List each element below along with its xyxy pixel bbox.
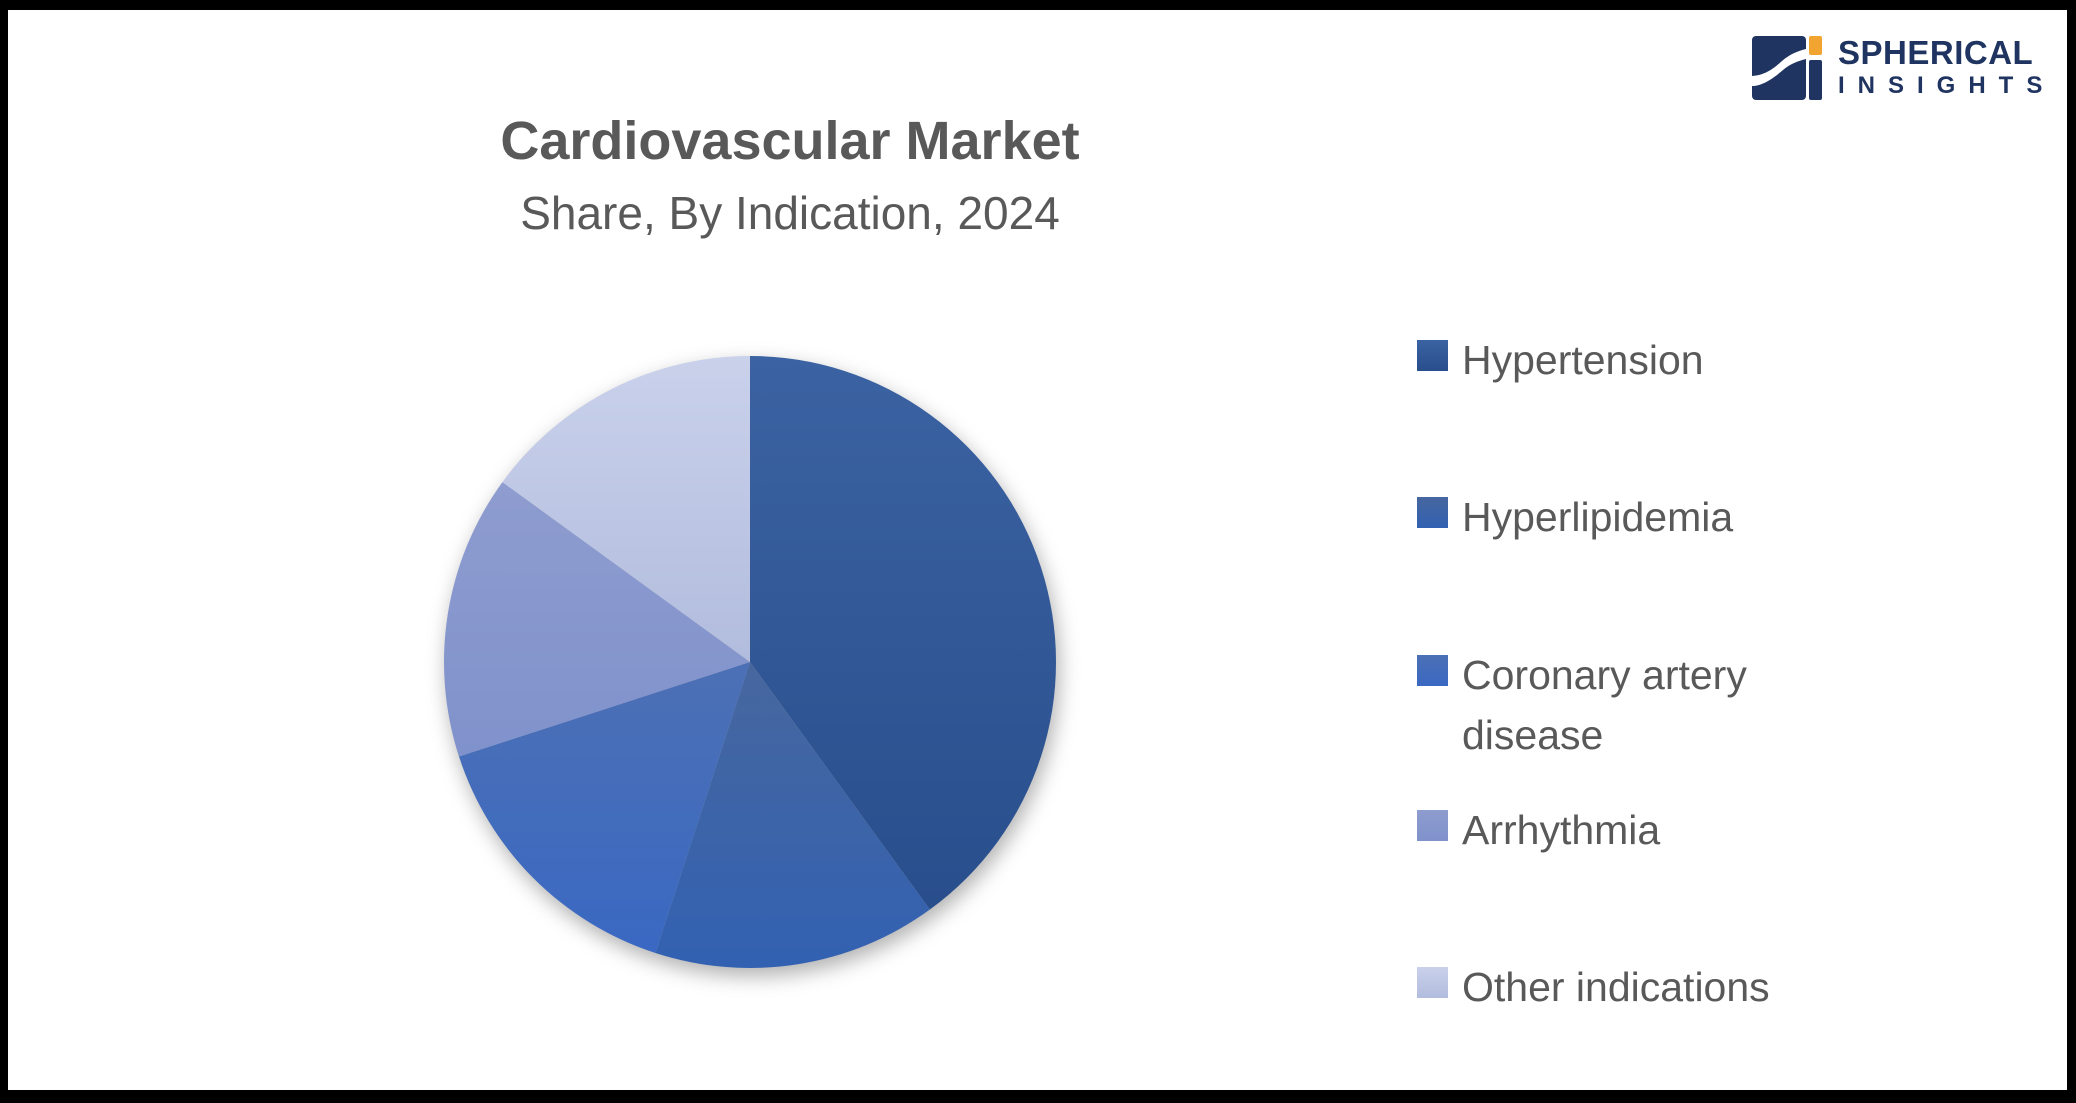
pie-slice-hyperlipidemia <box>655 662 930 968</box>
brand-logo: SPHERICAL INSIGHTS <box>1752 36 2055 102</box>
pie-slice-coronary-artery-disease <box>458 662 750 954</box>
legend-item-coronary-artery-disease: Coronary artery disease <box>1417 645 1842 765</box>
legend-label: Coronary artery disease <box>1462 652 1747 758</box>
pie-chart <box>424 336 1076 988</box>
spherical-insights-logo-icon <box>1752 36 1822 100</box>
logo-wordmark: SPHERICAL INSIGHTS <box>1838 36 2055 99</box>
legend-label: Hypertension <box>1462 337 1704 383</box>
pie-slice-other-indications <box>502 356 750 662</box>
legend-label: Arrhythmia <box>1462 807 1661 853</box>
legend-label: Hyperlipidemia <box>1462 494 1734 540</box>
legend-swatch-hypertension-icon <box>1417 340 1448 371</box>
logo-wordmark-primary: SPHERICAL <box>1838 34 2034 71</box>
legend-swatch-coronary-artery-disease-icon <box>1417 655 1448 686</box>
legend-item-hypertension: Hypertension <box>1417 330 1704 390</box>
chart-title-block: Cardiovascular Market Share, By Indicati… <box>370 110 1210 240</box>
chart-subtitle: Share, By Indication, 2024 <box>520 187 1060 239</box>
legend-label: Other indications <box>1462 964 1770 1010</box>
logo-wordmark-secondary: INSIGHTS <box>1838 72 2056 99</box>
legend-item-arrhythmia: Arrhythmia <box>1417 800 1660 860</box>
legend-swatch-arrhythmia-icon <box>1417 810 1448 841</box>
slide-canvas: Cardiovascular Market Share, By Indicati… <box>8 10 2067 1090</box>
legend-item-hyperlipidemia: Hyperlipidemia <box>1417 487 1733 547</box>
page-title: Cardiovascular Market <box>500 111 1080 171</box>
legend-swatch-other-indications-icon <box>1417 967 1448 998</box>
legend-swatch-hyperlipidemia-icon <box>1417 497 1448 528</box>
pie-slice-arrhythmia <box>444 482 750 757</box>
pie-slice-hypertension <box>750 356 1056 910</box>
legend-item-other-indications: Other indications <box>1417 957 1770 1017</box>
pie-chart-svg <box>444 356 1056 968</box>
